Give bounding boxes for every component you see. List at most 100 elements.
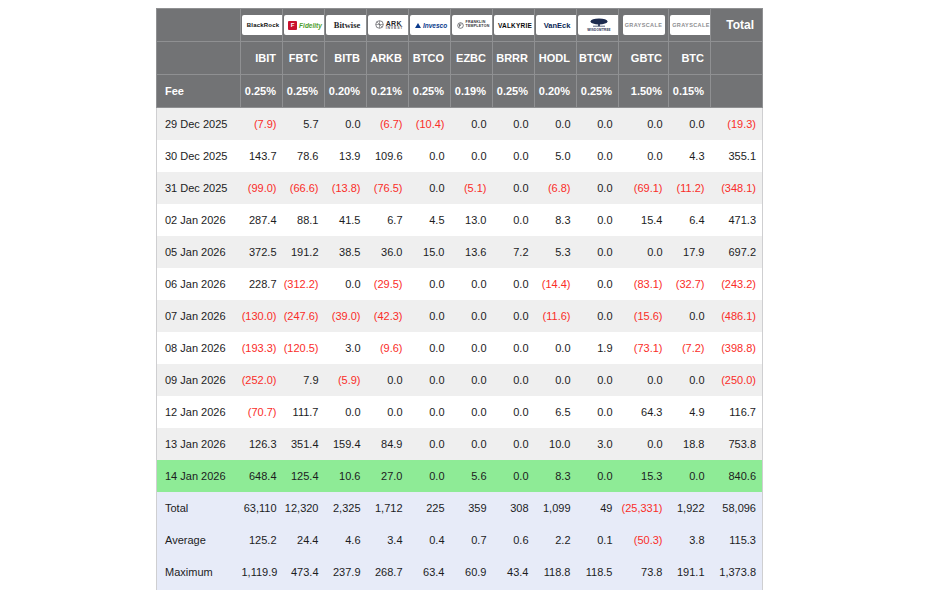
value-brrr: 0.0: [493, 332, 535, 364]
logo-text: GRAYSCALE: [672, 22, 710, 28]
ticker-header-ezbc: EZBC: [451, 42, 493, 75]
value-arkb: (42.3): [367, 300, 409, 332]
date-cell: 02 Jan 2026: [157, 204, 241, 236]
value-btco: 0.0: [409, 268, 451, 300]
issuer-header-hodl: VanEck: [535, 9, 577, 42]
value-fbtc: (120.5): [283, 332, 325, 364]
fee-btc: 0.15%: [669, 75, 711, 108]
value-ezbc: 0.0: [451, 268, 493, 300]
value-hodl: 0.0: [535, 364, 577, 396]
fee-btcw: 0.25%: [577, 75, 619, 108]
value-bitb: (5.9): [325, 364, 367, 396]
value-hodl: 0.0: [535, 332, 577, 364]
summary-value-hodl: 2.2: [535, 524, 577, 556]
issuer-header-btco: Invesco: [409, 9, 451, 42]
value-btcw: 0.0: [577, 108, 619, 141]
value-btc: 18.8: [669, 428, 711, 460]
value-arkb: 36.0: [367, 236, 409, 268]
summary-label: Maximum: [157, 556, 241, 588]
invesco-logo: Invesco: [410, 15, 451, 35]
value-brrr: 0.0: [493, 396, 535, 428]
logo-subtext: TEMPLETON: [466, 25, 490, 29]
value-gbtc: (83.1): [619, 268, 669, 300]
value-ibit: 126.3: [241, 428, 283, 460]
flow-row: 13 Jan 2026126.3351.4159.484.90.00.00.01…: [157, 428, 763, 460]
value-btcw: 0.0: [577, 172, 619, 204]
date-cell: 13 Jan 2026: [157, 428, 241, 460]
value-arkb: (76.5): [367, 172, 409, 204]
value-bitb: (39.0): [325, 300, 367, 332]
logo-text: Bitwise: [334, 20, 360, 30]
ark-globe-icon: [375, 19, 384, 31]
value-ibit: (252.0): [241, 364, 283, 396]
logo-text: BlackRock: [247, 22, 279, 28]
flow-row: 12 Jan 2026(70.7)111.70.00.00.00.00.06.5…: [157, 396, 763, 428]
summary-row-average: Average125.224.44.63.40.40.70.62.20.1(50…: [157, 524, 763, 556]
fee-fbtc: 0.25%: [283, 75, 325, 108]
logo-text: GRAYSCALE: [625, 22, 663, 28]
summary-label: Total: [157, 492, 241, 524]
value-ezbc: 0.0: [451, 428, 493, 460]
date-cell: 12 Jan 2026: [157, 396, 241, 428]
row-total-cell: 116.7: [711, 396, 763, 428]
vaneck-logo: VanEck: [536, 15, 577, 35]
value-ibit: (70.7): [241, 396, 283, 428]
summary-value-arkb: 3.4: [367, 524, 409, 556]
date-cell: 31 Dec 2025: [157, 172, 241, 204]
value-arkb: (6.7): [367, 108, 409, 141]
value-gbtc: 0.0: [619, 108, 669, 141]
issuer-header-fbtc: FFidelity: [283, 9, 325, 42]
blackrock-logo: BlackRock: [242, 15, 283, 35]
value-btco: 0.0: [409, 140, 451, 172]
value-arkb: 0.0: [367, 364, 409, 396]
summary-value-ezbc: 359: [451, 492, 493, 524]
value-ezbc: 0.0: [451, 396, 493, 428]
table-summary: Total63,11012,3202,3251,7122253593081,09…: [157, 492, 763, 590]
value-btco: 0.0: [409, 332, 451, 364]
row-total-cell: (19.3): [711, 108, 763, 141]
ticker-header-hodl: HODL: [535, 42, 577, 75]
value-fbtc: 351.4: [283, 428, 325, 460]
value-arkb: 84.9: [367, 428, 409, 460]
fee-ibit: 0.25%: [241, 75, 283, 108]
value-btcw: 0.0: [577, 140, 619, 172]
value-hodl: 5.0: [535, 140, 577, 172]
summary-value-ibit: 125.2: [241, 524, 283, 556]
value-ezbc: 13.6: [451, 236, 493, 268]
flow-row-highlighted: 14 Jan 2026648.4125.410.627.00.05.60.08.…: [157, 460, 763, 492]
ticker-header-ibit: IBIT: [241, 42, 283, 75]
summary-value-ibit: 1,119.9: [241, 556, 283, 588]
value-btcw: 0.0: [577, 236, 619, 268]
date-cell: 30 Dec 2025: [157, 140, 241, 172]
summary-value-btc: 1,922: [669, 492, 711, 524]
value-btcw: 1.9: [577, 332, 619, 364]
summary-value-arkb: 268.7: [367, 556, 409, 588]
fee-arkb: 0.21%: [367, 75, 409, 108]
logo-subtext: WisdomTree: [587, 29, 611, 33]
date-cell: 14 Jan 2026: [157, 460, 241, 492]
summary-value-btcw: 0.1: [577, 524, 619, 556]
value-btco: 0.0: [409, 396, 451, 428]
valkyrie-logo: VALKYRIE: [494, 15, 535, 35]
value-hodl: 6.5: [535, 396, 577, 428]
row-total-cell: (348.1): [711, 172, 763, 204]
value-ezbc: (5.1): [451, 172, 493, 204]
grayscale-logo: GRAYSCALE: [623, 15, 665, 35]
issuer-header-ibit: BlackRock: [241, 9, 283, 42]
logo-text: Fidelity: [299, 22, 322, 29]
summary-row-total: Total63,11012,3202,3251,7122253593081,09…: [157, 492, 763, 524]
summary-value-btc: 191.1: [669, 556, 711, 588]
value-bitb: 0.0: [325, 108, 367, 141]
value-arkb: 0.0: [367, 396, 409, 428]
value-gbtc: (15.6): [619, 300, 669, 332]
ticker-header-btc: BTC: [669, 42, 711, 75]
value-ibit: (99.0): [241, 172, 283, 204]
summary-value-btcw: 118.5: [577, 556, 619, 588]
value-btco: 0.0: [409, 172, 451, 204]
value-gbtc: 0.0: [619, 140, 669, 172]
logo-text: Invesco: [423, 22, 447, 29]
summary-value-fbtc: 473.4: [283, 556, 325, 588]
value-gbtc: 15.4: [619, 204, 669, 236]
date-cell: 05 Jan 2026: [157, 236, 241, 268]
value-ezbc: 0.0: [451, 300, 493, 332]
